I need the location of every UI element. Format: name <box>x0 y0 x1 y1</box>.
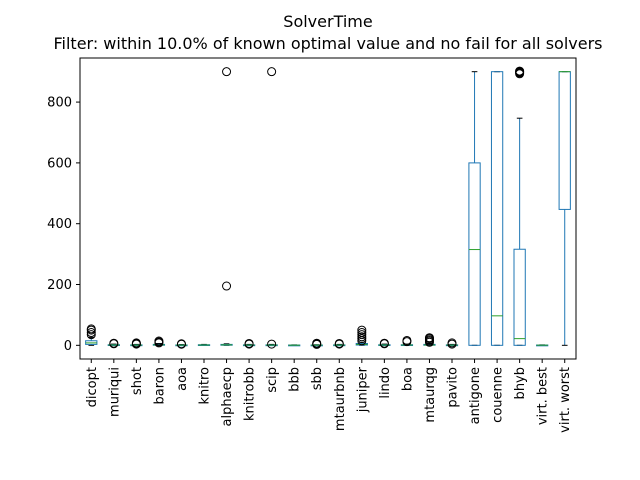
x-tick-label: lindo <box>378 367 393 399</box>
x-tick-label: virt. best <box>536 367 551 425</box>
y-tick-label: 600 <box>47 156 72 171</box>
box-outlier <box>334 338 344 348</box>
x-tick-label: pavito <box>446 367 461 408</box>
x-tick-label: knitrobb <box>243 367 258 421</box>
box-outlier <box>267 339 277 349</box>
box-outlier <box>176 339 186 349</box>
y-tick-label: 800 <box>47 96 72 111</box>
y-tick-label: 200 <box>47 278 72 293</box>
x-tick-label: aoa <box>175 367 190 391</box>
box-outlier <box>86 328 96 338</box>
x-tick-label: alphaecp <box>220 367 235 426</box>
chart-title: SolverTime <box>283 12 372 31</box>
box-outlier <box>402 335 412 345</box>
box-iqr <box>558 71 571 210</box>
box-outlier <box>357 325 367 335</box>
x-tick-label: shot <box>130 367 145 395</box>
x-tick-label: virt. worst <box>558 367 573 433</box>
x-tick-label: scip <box>265 367 280 393</box>
box-outlier <box>244 338 254 348</box>
x-tick-label: bhyb <box>513 367 528 399</box>
y-tick-label: 400 <box>47 217 72 232</box>
x-tick-label: boa <box>400 367 415 391</box>
x-tick-label: mtaurbnb <box>333 367 348 431</box>
x-tick-label: knitro <box>198 367 213 405</box>
box-iqr <box>468 162 481 346</box>
box-outlier <box>424 333 434 343</box>
box-outlier <box>222 281 232 291</box>
box-outlier <box>312 338 322 348</box>
plot-frame <box>79 57 577 360</box>
x-tick-label: muriqui <box>107 367 122 417</box>
box-outlier <box>447 338 457 348</box>
x-tick-label: antigone <box>468 367 483 424</box>
x-tick-label: sbb <box>310 367 325 390</box>
box-outlier <box>357 328 367 338</box>
box-outlier <box>86 330 96 340</box>
x-tick-label: juniper <box>355 366 370 413</box>
box-outlier <box>109 338 119 348</box>
box-iqr <box>490 71 504 346</box>
box-outlier <box>357 330 367 340</box>
chart-subtitle: Filter: within 10.0% of known optimal va… <box>53 34 602 53</box>
x-tick-label: bbb <box>288 367 303 392</box>
box-outlier <box>131 338 141 348</box>
x-tick-label: dicopt <box>85 367 100 407</box>
x-tick-label: baron <box>152 367 167 404</box>
x-tick-label: couenne <box>491 367 506 423</box>
y-tick-label: 0 <box>64 339 72 354</box>
box-outlier <box>515 66 525 76</box>
box-iqr <box>513 248 526 346</box>
box-outlier <box>222 67 232 77</box>
box-outlier <box>379 338 389 348</box>
box-outlier <box>357 332 367 342</box>
x-tick-label: mtaurqg <box>423 367 438 423</box>
box-outlier <box>86 324 96 334</box>
box-outlier <box>154 336 164 346</box>
box-outlier <box>267 67 277 77</box>
